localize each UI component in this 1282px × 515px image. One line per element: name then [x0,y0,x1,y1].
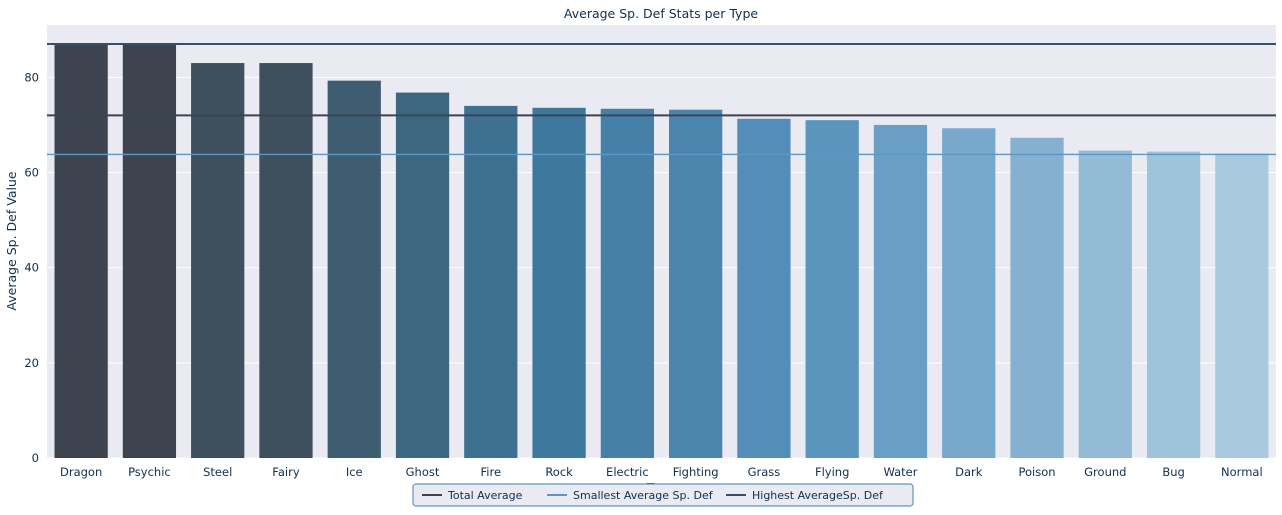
bar-steel [191,63,245,459]
x-tick-label: Fighting [673,465,719,479]
bar-flying [805,120,859,459]
bar-water [873,124,928,458]
y-tick-label: 40 [24,261,39,275]
bar-grass [737,118,791,458]
bar-normal [1215,153,1269,458]
bar-ghost [395,92,450,459]
x-tick-label: Fire [481,465,502,479]
bar-dragon [54,44,108,459]
legend-label: Smallest Average Sp. Def [573,489,714,502]
y-tick-label: 80 [24,70,39,84]
legend-label: Total Average [447,489,523,502]
x-tick-label: Flying [815,465,849,479]
x-tick-label: Normal [1221,465,1263,479]
bars [54,44,1269,459]
x-tick-label: Psychic [128,465,171,479]
bar-bug [1146,151,1201,459]
bar-fighting [669,109,723,458]
bar-ground [1078,150,1132,458]
bar-fairy [259,63,313,459]
y-axis-ticks: 0 20 40 60 80 [24,70,39,465]
bar-psychic [122,44,177,459]
x-tick-label: Fairy [272,465,300,479]
x-tick-label: Ground [1084,465,1126,479]
x-axis-ticks: Dragon Psychic Steel Fairy Ice Ghost Fire Rock E… [60,465,1263,479]
plot-area [47,25,1276,458]
y-tick-label: 60 [24,166,39,180]
bar-rock [532,107,586,459]
y-axis-label: Average Sp. Def Value [4,171,19,310]
x-tick-label: Ghost [406,465,440,479]
reference-lines [47,43,1276,156]
bar-fire [464,105,518,458]
x-tick-label: Steel [203,465,232,479]
bar-ice [327,80,381,459]
x-tick-label: Rock [545,465,573,479]
x-tick-label: Grass [748,465,781,479]
bar-electric [600,108,654,458]
bar-dark [942,128,996,458]
bar-poison [1010,137,1064,458]
x-tick-label: Electric [606,465,649,479]
legend-box [412,483,914,507]
x-tick-label: Dragon [60,465,102,479]
x-tick-label: Poison [1018,465,1055,479]
y-tick-label: 0 [32,451,39,465]
legend: Total Average Smallest Average Sp. Def Hig… [412,483,914,507]
grid-lines [47,76,1276,459]
chart-title: Average Sp. Def Stats per Type [564,6,758,21]
x-tick-label: Ice [346,465,363,479]
x-tick-label: Dark [955,465,983,479]
legend-label: Highest AverageSp. Def [752,489,884,502]
x-tick-label: Water [883,465,917,479]
y-tick-label: 20 [24,356,39,370]
x-tick-label: Bug [1162,465,1184,479]
